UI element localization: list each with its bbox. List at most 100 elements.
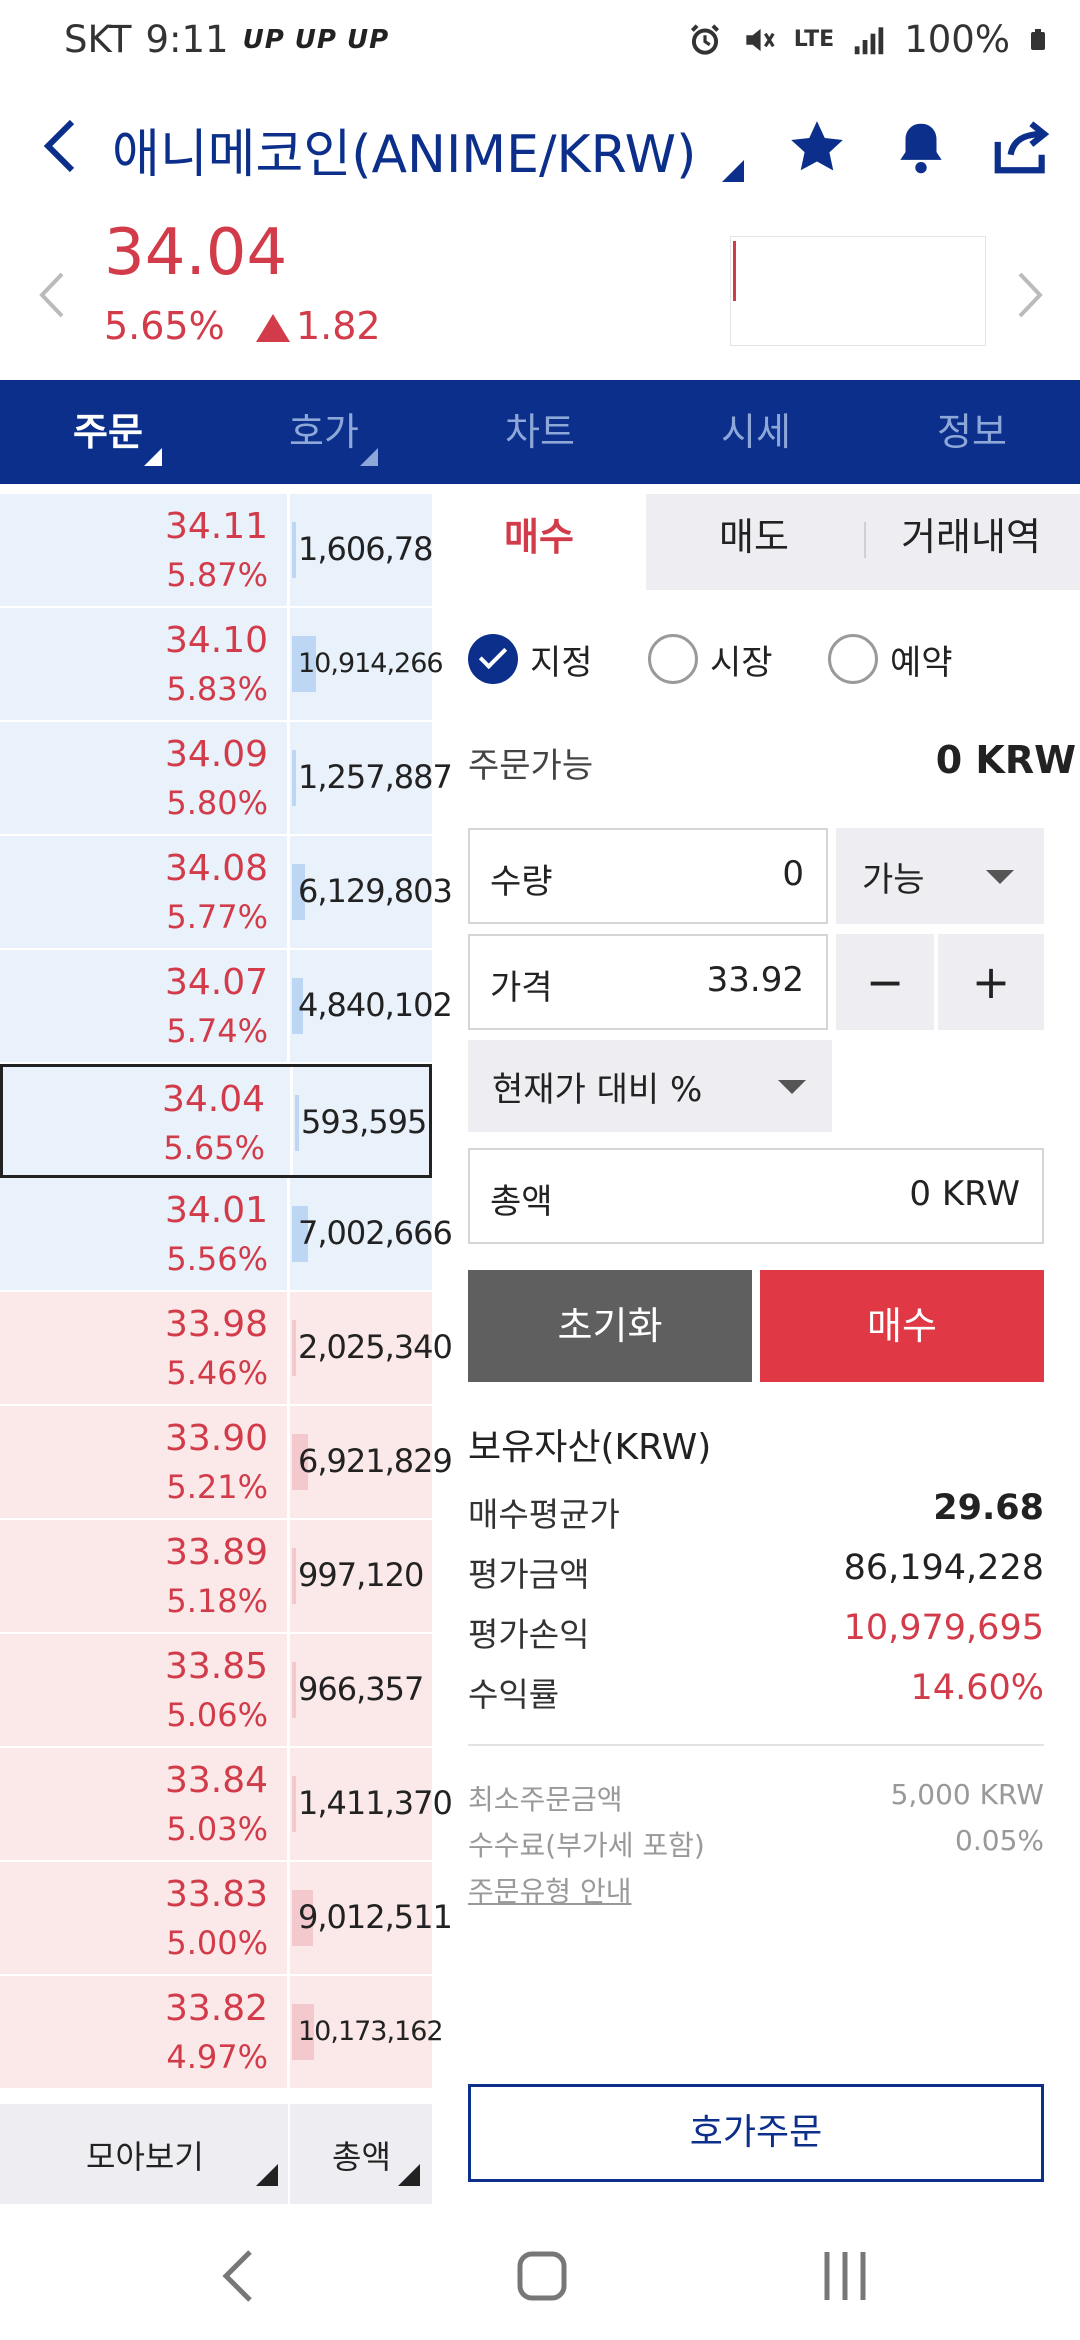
orderbook-row-ask[interactable]: 34.10 5.83% 10,914,266 (0, 608, 444, 722)
orderbook-row-ask[interactable]: 34.11 5.87% 1,606,780 (0, 494, 453, 608)
price-field[interactable]: 가격 33.92 (468, 934, 828, 1030)
quantity-field[interactable]: 수량 0 (468, 828, 828, 924)
orderbook-row-ask[interactable]: 34.01 5.56% 7,002,666 (0, 1178, 453, 1292)
tab-label: 주문 (73, 410, 143, 454)
reset-button[interactable]: 초기화 (468, 1270, 752, 1382)
tab-hoga[interactable]: 호가 (216, 380, 432, 484)
hoga-order-button[interactable]: 호가주문 (468, 2084, 1044, 2182)
row-rate: 4.97% (166, 2038, 268, 2076)
order-type-limit[interactable]: 지정 (468, 634, 593, 684)
orderbook-row-bid[interactable]: 33.83 5.00% 9,012,511 (0, 1862, 453, 1976)
subtab-buy[interactable]: 매수 (432, 494, 646, 590)
nav-home-icon[interactable] (512, 2248, 572, 2304)
radio-checked-icon (468, 634, 518, 684)
orderbook-row-bid[interactable]: 33.82 4.97% 10,173,162 (0, 1976, 444, 2090)
tab-label: 시세 (721, 410, 791, 454)
bell-icon[interactable] (890, 116, 952, 178)
share-icon[interactable] (990, 116, 1052, 178)
orderbook-row-ask[interactable]: 34.07 5.74% 4,840,102 (0, 950, 453, 1064)
orderbook-row-current[interactable]: 34.04 5.65% 593,595 (0, 1064, 432, 1178)
row-separator (287, 1862, 290, 1974)
total-toggle-button[interactable]: 총액 (332, 2138, 391, 2176)
nav-recents-icon[interactable] (815, 2248, 875, 2304)
price-plus-button[interactable]: + (938, 934, 1044, 1030)
row-quantity: 9,012,511 (298, 1898, 453, 1936)
row-separator (287, 722, 290, 834)
row-depth-bar (292, 1320, 296, 1376)
orderbook-row-ask[interactable]: 34.09 5.80% 1,257,887 (0, 722, 453, 836)
price-summary: 34.04 5.65% 1.82 (0, 210, 1080, 380)
row-rate: 5.80% (166, 784, 268, 822)
market-title[interactable]: 애니메코인(ANIME/KRW) (112, 125, 697, 185)
possible-dropdown[interactable]: 가능 (836, 828, 1044, 924)
total-field[interactable]: 총액 0 KRW (468, 1148, 1044, 1244)
fee-value: 0.05% (955, 1824, 1044, 1857)
tab-order[interactable]: 주문 (0, 380, 216, 484)
orderbook-row-bid[interactable]: 33.98 5.46% 2,025,340 (0, 1292, 453, 1406)
yield-label: 수익률 (468, 1675, 560, 1714)
orderbook-footer: 모아보기 총액 (0, 2104, 432, 2204)
order-type-reserve[interactable]: 예약 (828, 634, 953, 684)
asset-row-yield: 수익률 14.60% (468, 1668, 1044, 1718)
nav-back-icon[interactable] (210, 2248, 270, 2304)
tab-chart[interactable]: 차트 (432, 380, 648, 484)
orderbook-row-bid[interactable]: 33.84 5.03% 1,411,370 (0, 1748, 453, 1862)
radio-empty-icon (828, 634, 878, 684)
row-separator (287, 608, 290, 720)
row-depth-bar (292, 750, 296, 806)
row-rate: 5.00% (166, 1924, 268, 1962)
row-quantity: 997,120 (298, 1556, 424, 1594)
row-price: 34.10 (164, 620, 268, 661)
percent-dropdown[interactable]: 현재가 대비 % (468, 1040, 832, 1132)
order-type-guide-link[interactable]: 주문유형 안내 (468, 1875, 632, 1908)
row-rate: 5.06% (166, 1696, 268, 1734)
header: 애니메코인(ANIME/KRW) (0, 96, 1080, 196)
subtab-sell[interactable]: 매도 (646, 494, 862, 590)
asset-row-eval: 평가금액 86,194,228 (468, 1548, 1044, 1598)
min-order-row: 최소주문금액 5,000 KRW (468, 1778, 1044, 1818)
star-icon[interactable] (786, 116, 848, 178)
status-bar: SKT 9:11 UP UP UP LTE 100% (0, 0, 1080, 84)
row-price: 34.07 (164, 962, 268, 1003)
buy-button[interactable]: 매수 (760, 1270, 1044, 1382)
fee-row: 수수료(부가세 포함) 0.05% (468, 1824, 1044, 1864)
change-amount: 1.82 (296, 304, 381, 348)
row-rate: 5.03% (166, 1810, 268, 1848)
footer-divider (288, 2104, 290, 2204)
tab-label: 차트 (505, 410, 575, 454)
order-type-market[interactable]: 시장 (648, 634, 773, 684)
market-dropdown-icon[interactable] (722, 160, 744, 182)
next-market-icon[interactable] (1016, 270, 1046, 320)
orderbook-row-bid[interactable]: 33.89 5.18% 997,120 (0, 1520, 432, 1634)
group-view-button[interactable]: 모아보기 (86, 2138, 204, 2176)
fee-label: 수수료(부가세 포함) (468, 1829, 705, 1862)
row-price: 33.90 (164, 1418, 268, 1459)
row-price: 34.11 (164, 506, 268, 547)
assets-title: 보유자산(KRW) (468, 1427, 712, 1468)
row-separator (287, 1748, 290, 1860)
mini-chart-line (733, 241, 736, 301)
orderbook-row-ask[interactable]: 34.08 5.77% 6,129,803 (0, 836, 453, 950)
avg-price-label: 매수평균가 (468, 1495, 620, 1534)
row-quantity: 2,025,340 (298, 1328, 453, 1366)
row-price: 33.84 (164, 1760, 268, 1801)
subtab-history[interactable]: 거래내역 (862, 494, 1080, 590)
carrier-brand: UP UP UP (242, 24, 390, 55)
orderbook-row-bid[interactable]: 33.85 5.06% 966,357 (0, 1634, 432, 1748)
tab-info[interactable]: 정보 (864, 380, 1080, 484)
change-rate: 5.65% (104, 304, 225, 348)
order-type-group: 지정 시장 예약 (468, 634, 1068, 694)
radio-label: 시장 (710, 642, 773, 683)
orderbook-row-bid[interactable]: 33.90 5.21% 6,921,829 (0, 1406, 453, 1520)
asset-row-pnl: 평가손익 10,979,695 (468, 1608, 1044, 1658)
back-icon[interactable] (36, 118, 86, 174)
order-panel: 매수 매도 거래내역 지정 시장 예약 주문가능 0 KRW 수량 0 가능 가… (432, 494, 1080, 2204)
row-price: 33.89 (164, 1532, 268, 1573)
price-minus-button[interactable]: − (836, 934, 934, 1030)
row-price: 34.08 (164, 848, 268, 889)
tab-quotes[interactable]: 시세 (648, 380, 864, 484)
row-price: 34.01 (164, 1190, 268, 1231)
asset-row-avg: 매수평균가 29.68 (468, 1488, 1044, 1538)
prev-market-icon[interactable] (36, 270, 66, 320)
row-separator (287, 950, 290, 1062)
